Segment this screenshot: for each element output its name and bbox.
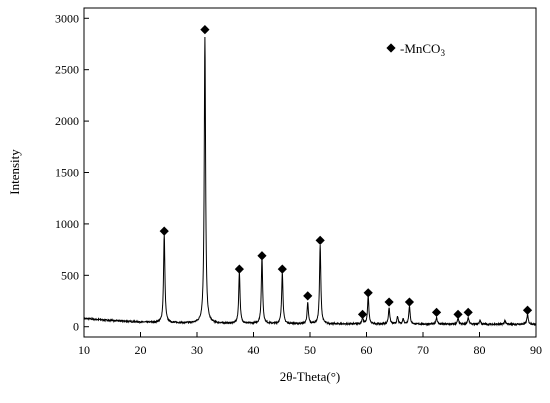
y-tick-label: 1000 xyxy=(55,217,79,231)
x-tick-label: 30 xyxy=(191,343,203,357)
peak-marker-diamond xyxy=(404,297,415,307)
plot-frame xyxy=(83,7,537,338)
legend: ◆ -MnCO3 xyxy=(386,41,445,58)
legend-label-subscript: 3 xyxy=(440,48,445,58)
x-tick-label: 80 xyxy=(474,343,486,357)
y-tick-label: 3000 xyxy=(55,11,79,25)
peak-marker-diamond xyxy=(522,305,533,315)
peak-marker-diamond xyxy=(303,291,313,301)
peak-marker-diamond xyxy=(257,251,267,261)
peak-marker-diamond xyxy=(200,24,210,35)
peak-marker-diamond xyxy=(234,264,244,274)
y-tick-label: 1500 xyxy=(55,166,79,180)
y-axis-title: Intensity xyxy=(7,149,22,195)
y-tick-label: 2500 xyxy=(55,63,79,77)
x-tick-label: 10 xyxy=(78,343,90,357)
x-tick-label: 90 xyxy=(530,343,542,357)
x-tick-label: 40 xyxy=(248,343,260,357)
peak-marker-diamond xyxy=(159,226,169,236)
peak-marker-diamond xyxy=(363,288,373,298)
x-tick-label: 20 xyxy=(135,343,147,357)
peak-markers xyxy=(159,24,533,319)
y-axis: 0 500 1000 1500 2000 2500 3000 xyxy=(55,11,89,334)
legend-label-prefix: -MnCO xyxy=(400,41,440,56)
x-axis-title: 2θ-Theta(°) xyxy=(280,369,341,384)
y-tick-label: 0 xyxy=(73,320,79,334)
peak-marker-diamond xyxy=(463,307,473,317)
x-tick-label: 60 xyxy=(361,343,373,357)
x-tick-label: 70 xyxy=(417,343,429,357)
x-axis: 10 20 30 40 50 60 70 80 90 xyxy=(78,332,542,357)
peak-marker-diamond xyxy=(431,307,442,317)
peak-marker-diamond xyxy=(315,235,325,245)
xrd-pattern-line xyxy=(83,36,537,327)
y-tick-label: 500 xyxy=(61,268,79,282)
peak-marker-diamond xyxy=(357,309,368,319)
legend-diamond xyxy=(386,43,396,53)
peak-marker-diamond xyxy=(277,264,287,274)
peak-marker-diamond xyxy=(453,309,463,319)
y-tick-label: 2000 xyxy=(55,114,79,128)
legend-label: -MnCO3 xyxy=(400,41,445,58)
x-tick-label: 50 xyxy=(304,343,316,357)
peak-marker-diamond xyxy=(384,297,394,307)
